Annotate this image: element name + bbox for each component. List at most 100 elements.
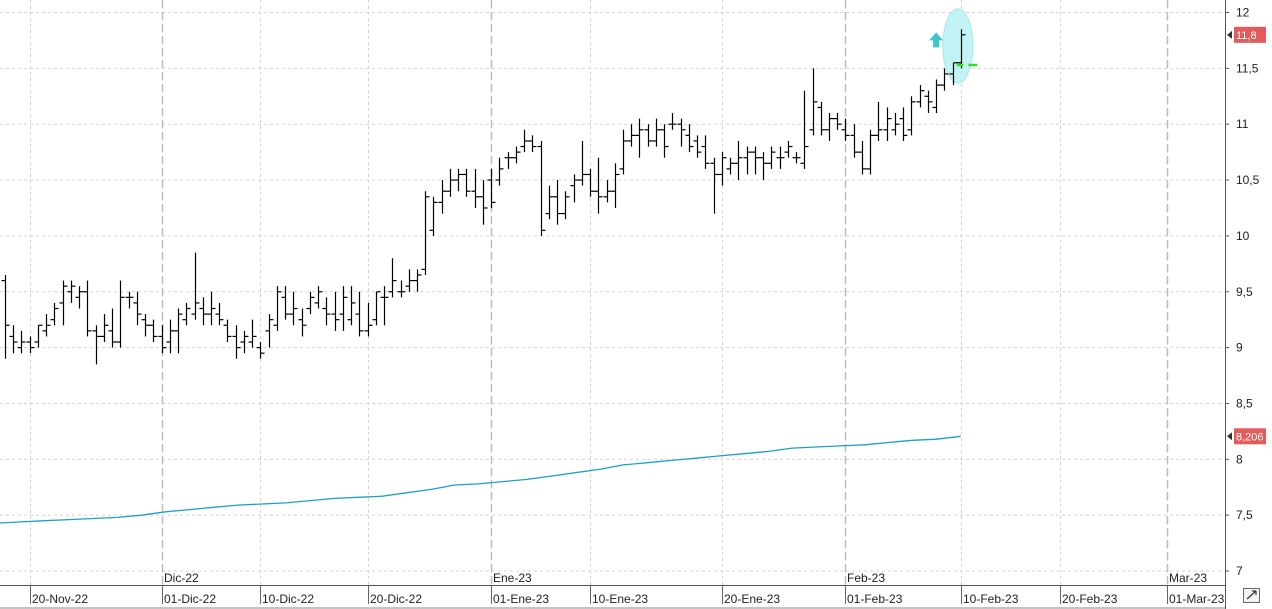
ohlc-bar (248, 319, 257, 348)
ohlc-bar (809, 68, 818, 136)
ohlc-bar (586, 168, 595, 197)
ohlc-bar (108, 308, 117, 348)
y-tick-label: 8,5 (1236, 396, 1253, 410)
x-date-label: 01-Ene-23 (493, 592, 549, 606)
ohlc-bar (833, 113, 842, 130)
ohlc-bar (215, 302, 224, 326)
y-tick-label: 11 (1236, 117, 1249, 131)
moving-average-line (0, 435, 961, 524)
x-date-label: 10-Feb-23 (963, 592, 1019, 606)
breakout-highlight-ellipse (942, 8, 974, 84)
ohlc-bar (561, 191, 570, 220)
ohlc-bar (174, 308, 183, 354)
ohlc-bar (693, 135, 702, 158)
ohlc-bar (652, 118, 661, 147)
x-date-label: 01-Dic-22 (164, 592, 216, 606)
ohlc-bar (50, 302, 59, 326)
ohlc-bar (792, 152, 801, 164)
x-month-label: Feb-23 (847, 571, 885, 585)
ohlc-bar (182, 302, 191, 326)
y-tick-label: 10 (1236, 229, 1250, 243)
ohlc-bar (149, 319, 158, 343)
ohlc-bar (635, 118, 644, 158)
ohlc-bar (883, 107, 892, 141)
ohlc-bar (668, 113, 677, 130)
ohlc-bar (710, 157, 719, 214)
ohlc-bar (380, 286, 389, 326)
x-month-label: Dic-22 (164, 571, 199, 585)
breakout-arrow-layer (929, 32, 944, 48)
x-date-label: 20-Dic-22 (370, 592, 422, 606)
ohlc-bar (603, 180, 612, 203)
ohlc-bar (660, 124, 669, 158)
ohlc-bar (199, 297, 208, 326)
last-price-badge-pointer (1227, 30, 1232, 39)
ohlc-bar (553, 180, 562, 225)
ohlc-bar (512, 146, 521, 164)
x-date-label: 20-Nov-22 (32, 592, 88, 606)
last-price-badge-text: 11,8 (1236, 30, 1257, 42)
ohlc-bar (347, 286, 356, 326)
ohlc-bar (520, 129, 529, 153)
ohlc-bar (701, 135, 710, 169)
x-month-label: Ene-23 (493, 571, 532, 585)
ohlc-bar (891, 113, 900, 136)
x-date-label: 10-Ene-23 (592, 592, 648, 606)
ohlc-bar (232, 325, 241, 359)
ohlc-bar (1, 274, 10, 359)
ohlc-bar (916, 85, 925, 108)
ohlc-bar (265, 314, 274, 348)
ohlc-bar (191, 252, 200, 320)
y-tick-label: 9 (1236, 341, 1243, 355)
ohlc-bar (743, 146, 752, 175)
y-tick-label: 7,5 (1236, 508, 1253, 522)
ohlc-bar (619, 129, 628, 175)
x-date-label: 01-Mar-23 (1169, 592, 1225, 606)
ohlc-bar (462, 168, 471, 197)
ohlc-bar (116, 280, 125, 348)
ohlc-bar (866, 129, 875, 175)
ohlc-bar (364, 302, 373, 337)
ohlc-bar (314, 286, 323, 309)
ohlc-bar (372, 291, 381, 326)
y-tick-label: 10,5 (1236, 173, 1260, 187)
ohlc-bar (759, 152, 768, 181)
ohlc-bar (17, 330, 26, 354)
ohlc-bar (578, 140, 587, 186)
ohlc-bar (273, 286, 282, 331)
ohlc-bar (158, 325, 167, 354)
ohlc-bar (125, 291, 134, 309)
ohlc-bar (528, 135, 537, 153)
ohlc-bar (858, 140, 867, 175)
ohlc-bar (800, 90, 809, 169)
x-date-label: 20-Ene-23 (724, 592, 780, 606)
ohlc-bar (471, 168, 480, 208)
ohlc-bar (949, 62, 958, 86)
ohlc-bar (9, 325, 18, 354)
ohlc-bar (83, 280, 92, 337)
ohlc-bar (322, 297, 331, 326)
last-price-badge: 11,8 (1227, 26, 1266, 43)
corner-control[interactable] (1243, 588, 1260, 603)
ohlc-bar (405, 269, 414, 292)
ohlc-bar (685, 124, 694, 153)
ohlc-bar (495, 157, 504, 186)
ohlc-bar (223, 319, 232, 343)
ohlc-bar (397, 280, 406, 298)
ohlc-bar (331, 291, 340, 331)
y-tick-label: 12 (1236, 6, 1250, 20)
ohlc-bar (479, 180, 488, 225)
ohlc-bar (504, 152, 513, 169)
ohlc-bar (899, 107, 908, 141)
y-axis: 12 11,5 11 10,5 10 9,5 9 8,5 8 7,5 7 11,8 8,206 (1225, 0, 1266, 609)
ohlc-bar (438, 180, 447, 214)
x-date-label: 10-Dic-22 (262, 592, 314, 606)
ohlc-bar (454, 168, 463, 192)
ohlc-bar (298, 308, 307, 337)
ohlc-bar (726, 157, 735, 175)
x-date-label: 20-Feb-23 (1062, 592, 1118, 606)
ohlc-bar (281, 286, 290, 320)
x-axis: 20-Nov-22 01-Dic-22 10-Dic-22 20-Dic-22 01-E… (0, 571, 1225, 609)
ohlc-bar (240, 330, 249, 354)
ma-value-badge-bg (1234, 428, 1266, 445)
